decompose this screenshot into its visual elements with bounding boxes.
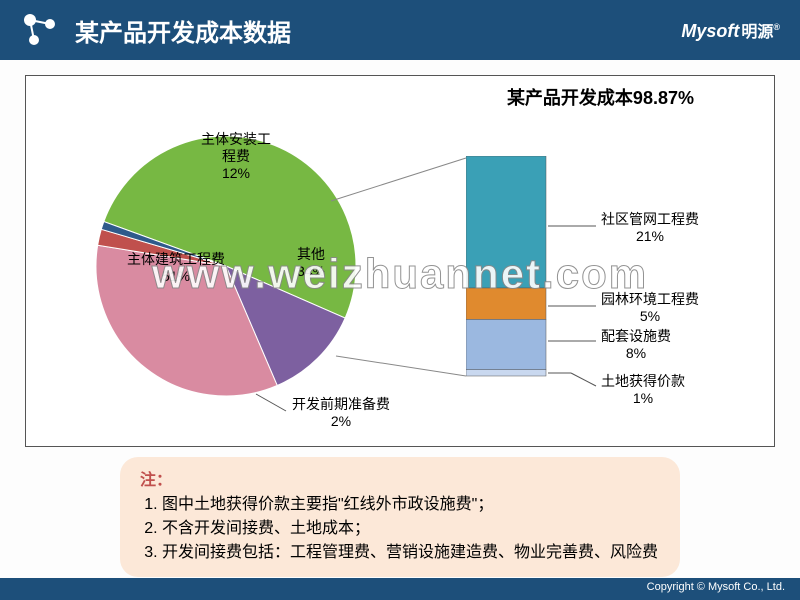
note-item: 不含开发间接费、土地成本； bbox=[162, 517, 660, 541]
logo-icon bbox=[20, 10, 60, 50]
note-item: 图中土地获得价款主要指"红线外市政设施费"； bbox=[162, 493, 660, 517]
chart-title: 某产品开发成本98.87% bbox=[507, 84, 694, 110]
stacked-bar bbox=[466, 156, 551, 381]
pie-label-predev: 开发前期准备费2% bbox=[281, 396, 401, 430]
pie-label-installation: 主体安装工程费12% bbox=[196, 131, 276, 181]
brand-cn: 明源 bbox=[741, 24, 773, 41]
page-header: 某产品开发成本数据 Mysoft明源® bbox=[0, 0, 800, 60]
note-item: 开发间接费包括：工程管理费、营销设施建造费、物业完善费、风险费 bbox=[162, 541, 660, 565]
bar-label-landscape: 园林环境工程费5% bbox=[601, 291, 699, 325]
bar-label-facility: 配套设施费8% bbox=[601, 328, 671, 362]
notes-list: 图中土地获得价款主要指"红线外市政设施费"； 不含开发间接费、土地成本； 开发间… bbox=[140, 493, 660, 565]
notes-title: 注： bbox=[140, 472, 172, 489]
bar-label-community: 社区管网工程费21% bbox=[601, 211, 699, 245]
bar-label-land: 土地获得价款1% bbox=[601, 373, 685, 407]
brand-logo: Mysoft明源® bbox=[681, 18, 780, 42]
pie-label-other: 其他34% bbox=[281, 246, 341, 280]
notes-box: 注： 图中土地获得价款主要指"红线外市政设施费"； 不含开发间接费、土地成本； … bbox=[120, 457, 680, 577]
brand-text: Mysoft bbox=[681, 21, 739, 41]
brand-reg: ® bbox=[773, 22, 780, 32]
chart-container: 某产品开发成本98.87% 主体建筑工程费51% 主体安装工程费12% 其他34… bbox=[25, 75, 775, 447]
page-title: 某产品开发成本数据 bbox=[75, 13, 291, 48]
pie-label-main-construction: 主体建筑工程费51% bbox=[116, 251, 236, 285]
footer: Copyright © Mysoft Co., Ltd. bbox=[0, 578, 800, 600]
